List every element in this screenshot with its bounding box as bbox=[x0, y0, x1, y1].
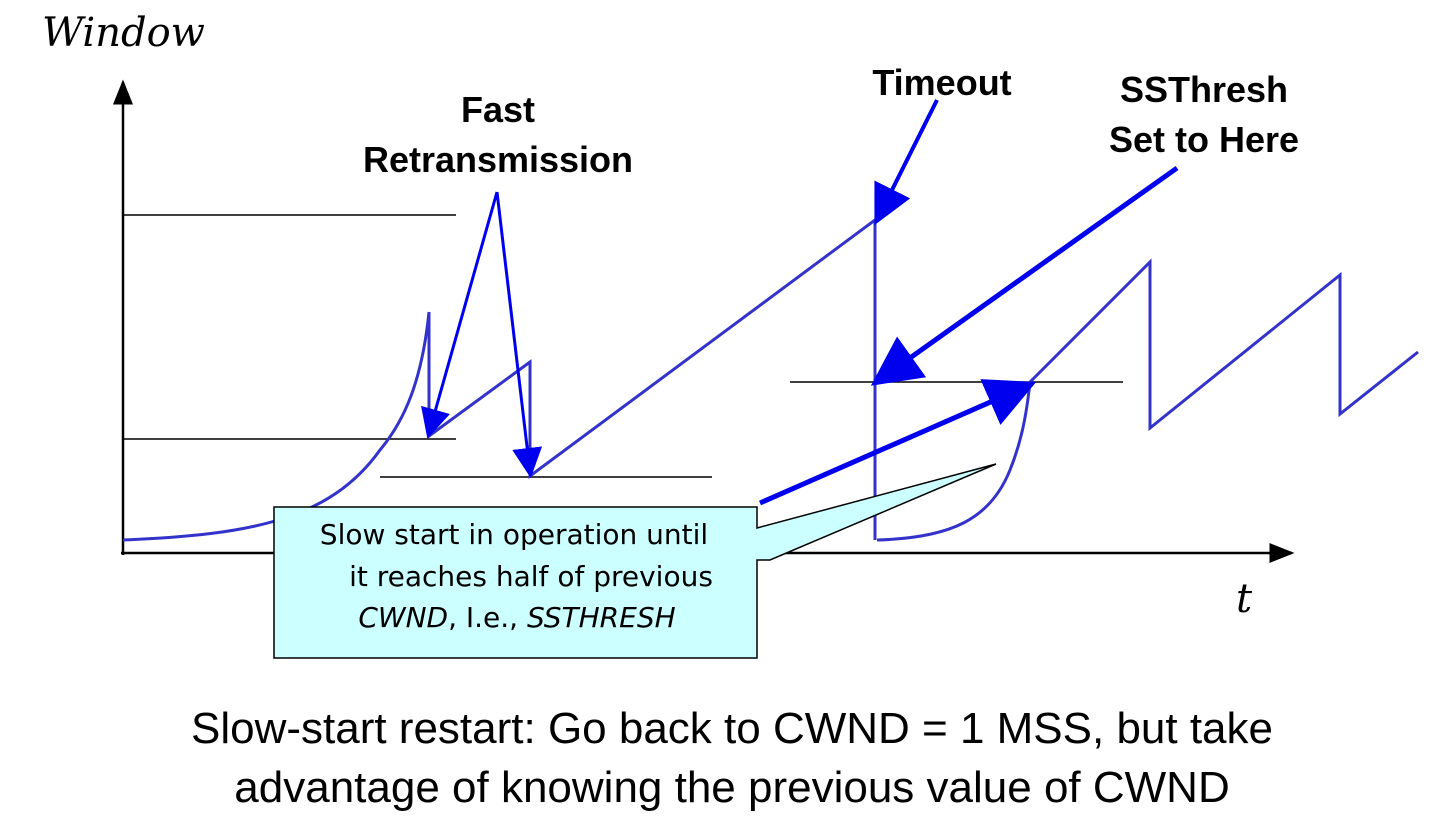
slow-start-arrow bbox=[758, 379, 1037, 506]
cwnd-curve-segment-2 bbox=[876, 258, 1419, 542]
timeout-label: Timeout bbox=[872, 62, 1011, 103]
callout-box bbox=[273, 463, 997, 659]
timeout-arrow bbox=[874, 99, 939, 226]
fast-retransmission-arrow-2 bbox=[495, 191, 543, 478]
callout-connector: , I.e., bbox=[448, 601, 527, 634]
cwnd-curve-segment-1 bbox=[122, 217, 877, 542]
ssthresh-label-line2: Set to Here bbox=[1109, 119, 1299, 160]
callout-text-line1: Slow start in operation until bbox=[320, 518, 708, 551]
fast-retransmission-arrow-1 bbox=[421, 191, 499, 439]
y-axis-label: Window bbox=[42, 10, 205, 56]
callout-text-line3: CWND, I.e., SSTHRESH bbox=[358, 601, 675, 634]
callout-ssthresh-term: SSTHRESH bbox=[527, 601, 676, 634]
ssthresh-arrow bbox=[870, 165, 1179, 386]
ssthresh-label-line1: SSThresh bbox=[1120, 69, 1288, 110]
x-axis-label: t bbox=[1236, 576, 1253, 622]
callout-text-line2: it reaches half of previous bbox=[349, 560, 713, 593]
caption-line1: Slow-start restart: Go back to CWND = 1 … bbox=[191, 704, 1273, 753]
callout-cwnd-term: CWND bbox=[358, 601, 448, 634]
fast-retransmission-label-line2: Retransmission bbox=[363, 139, 633, 180]
caption-line2: advantage of knowing the previous value … bbox=[234, 763, 1229, 812]
fast-retransmission-label-line1: Fast bbox=[461, 89, 535, 130]
